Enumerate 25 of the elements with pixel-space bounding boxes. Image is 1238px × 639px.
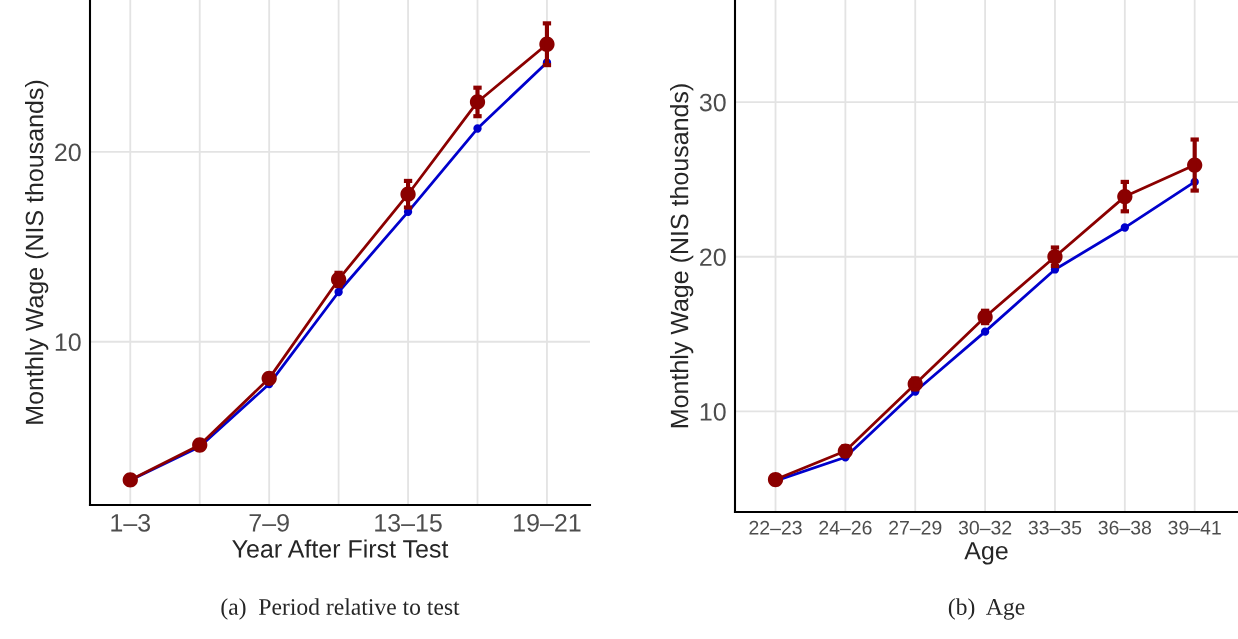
x-tick-label: 13–15	[375, 513, 442, 532]
x-tick-label: 24–26	[819, 520, 872, 535]
x-tick-label: 22–23	[749, 520, 802, 535]
text: (a) Period relative to test	[221, 598, 460, 620]
x-tick-label: 39–41	[1168, 520, 1221, 535]
y-tick-label: 30	[699, 93, 726, 112]
point	[980, 327, 990, 336]
x-tick-label: 36–38	[1098, 520, 1152, 535]
text: (b) Age	[948, 598, 1025, 620]
x-tick-label: 19–21	[514, 513, 581, 532]
x-tick-label: 33–35	[1028, 520, 1082, 535]
y-tick-label: 20	[55, 143, 81, 162]
y-tick-label: 10	[55, 333, 81, 352]
y-axis-title: Monthly Wage (NIS thousands)	[25, 80, 49, 424]
y-tick-label: 20	[700, 248, 726, 267]
y-tick-label: 10	[700, 403, 726, 421]
x-axis-title: Age	[964, 542, 1008, 565]
x-axis-title: Year After First Test	[232, 539, 449, 558]
point	[334, 287, 343, 297]
x-tick-label: 7–9	[249, 513, 289, 532]
x-tick-label: 1–3	[111, 513, 151, 532]
x-tick-label: 30–32	[958, 520, 1012, 535]
point	[1120, 223, 1129, 232]
y-axis-title: Monthly Wage (NIS thousands)	[670, 84, 694, 428]
x-tick-label: 27–29	[889, 520, 942, 535]
